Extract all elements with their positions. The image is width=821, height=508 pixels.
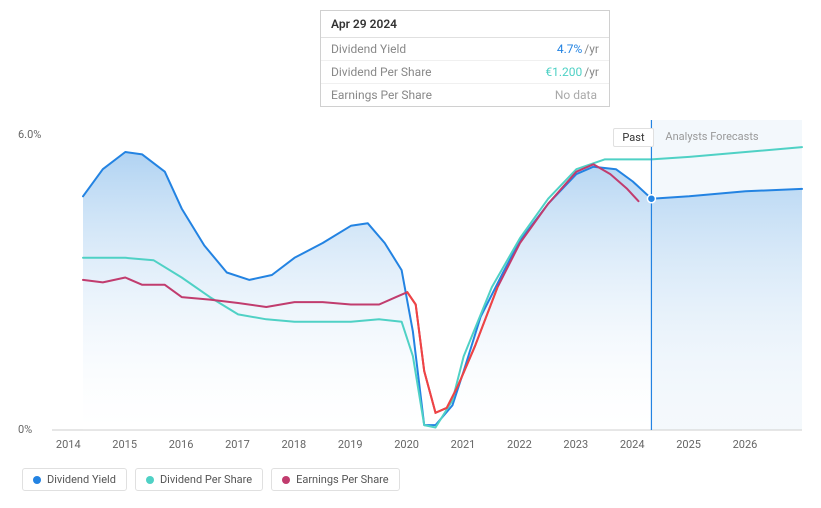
x-axis-label: 2017 [225, 438, 250, 451]
x-axis-label: 2016 [169, 438, 194, 451]
tooltip-row-value: 4.7% [557, 42, 582, 56]
tooltip-row: Dividend Per Share €1.200/yr [321, 61, 609, 84]
x-axis-label: 2024 [620, 438, 645, 451]
tooltip-row-unit: /yr [584, 65, 599, 79]
tooltip-row-label: Earnings Per Share [331, 88, 432, 102]
x-axis-label: 2020 [394, 438, 419, 451]
dividend-chart: Apr 29 2024 Dividend Yield4.7%/yrDividen… [10, 10, 810, 498]
y-axis-label: 6.0% [18, 128, 41, 141]
x-axis-label: 2015 [112, 438, 137, 451]
legend-dot-icon [146, 476, 154, 484]
chart-legend: Dividend Yield Dividend Per Share Earnings… [22, 468, 400, 491]
x-axis-label: 2022 [507, 438, 532, 451]
x-axis-label: 2021 [451, 438, 476, 451]
tooltip-row-label: Dividend Yield [331, 42, 406, 56]
past-label: Past [613, 128, 653, 147]
legend-dot-icon [282, 476, 290, 484]
y-axis-label: 0% [18, 423, 32, 436]
chart-tooltip: Apr 29 2024 Dividend Yield4.7%/yrDividen… [320, 10, 610, 107]
legend-item[interactable]: Dividend Yield [22, 468, 127, 491]
x-axis-label: 2023 [563, 438, 588, 451]
x-axis-label: 2025 [676, 438, 701, 451]
tooltip-row-value: €1.200 [545, 65, 582, 79]
tooltip-row: Earnings Per Share No data [321, 84, 609, 106]
tooltip-row: Dividend Yield 4.7%/yr [321, 38, 609, 61]
tooltip-row-label: Dividend Per Share [331, 65, 432, 79]
legend-item-label: Dividend Per Share [160, 473, 252, 486]
legend-item-label: Dividend Yield [47, 473, 116, 486]
cursor-dot [647, 195, 655, 203]
tooltip-row-unit: /yr [584, 42, 599, 56]
legend-item[interactable]: Dividend Per Share [135, 468, 263, 491]
legend-dot-icon [33, 476, 41, 484]
x-axis-label: 2018 [281, 438, 306, 451]
x-axis-label: 2014 [56, 438, 81, 451]
tooltip-date: Apr 29 2024 [321, 11, 609, 38]
legend-item-label: Earnings Per Share [296, 473, 389, 486]
forecast-label: Analysts Forecasts [657, 128, 766, 145]
x-axis-label: 2026 [733, 438, 758, 451]
tooltip-row-value: No data [555, 88, 597, 102]
legend-item[interactable]: Earnings Per Share [271, 468, 400, 491]
x-axis-label: 2019 [338, 438, 363, 451]
chart-plot-area[interactable] [52, 120, 802, 430]
